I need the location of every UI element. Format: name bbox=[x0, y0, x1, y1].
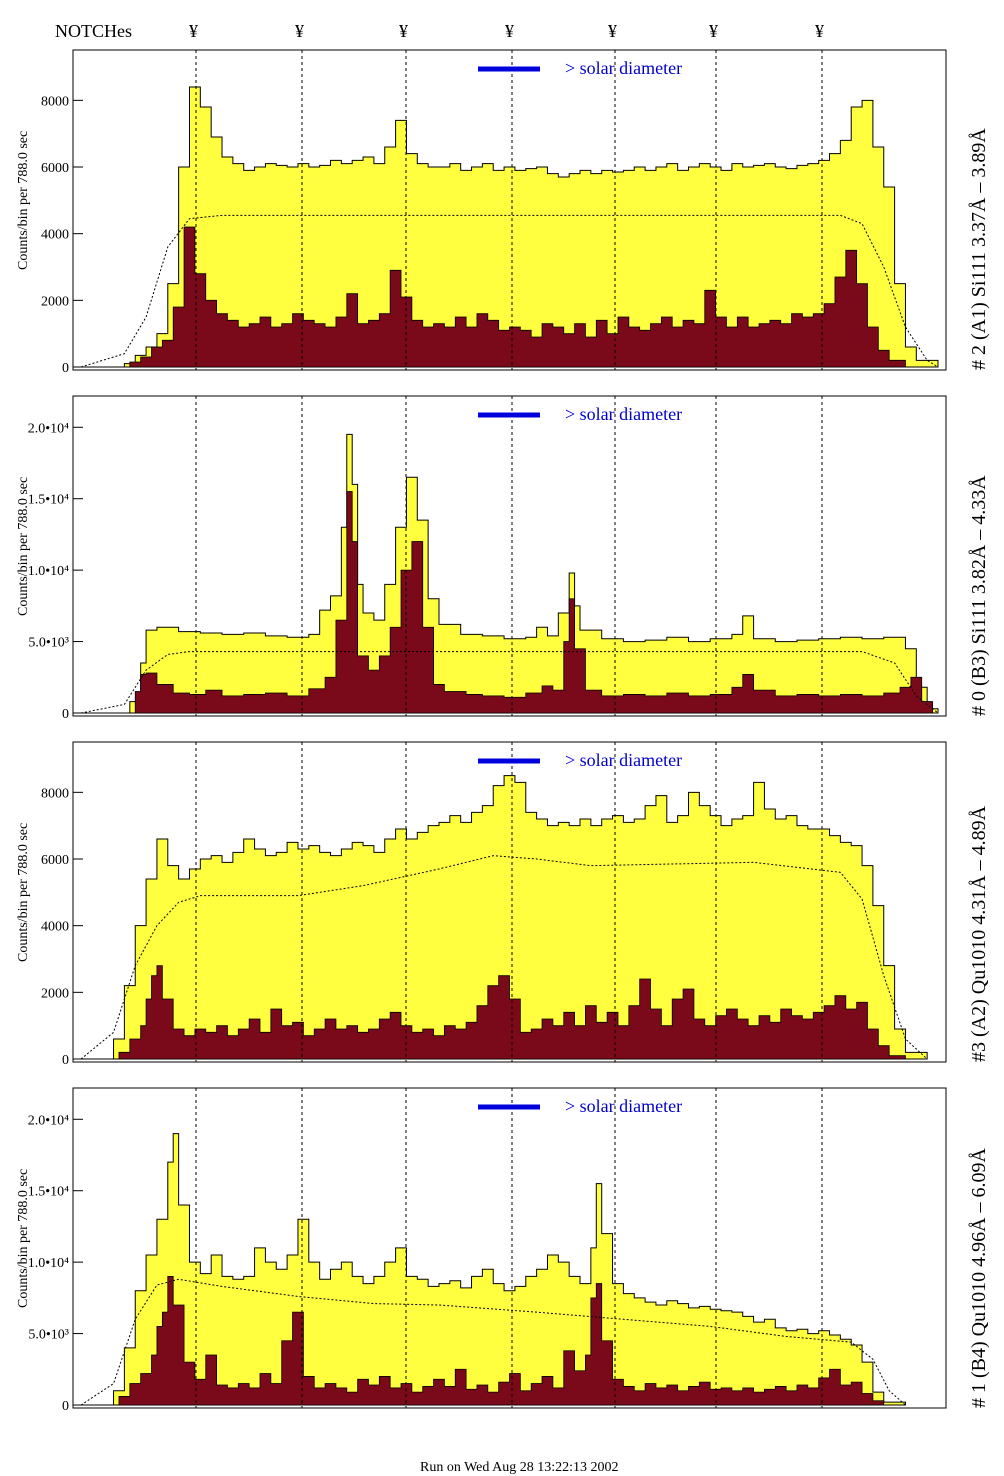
y-tick-label-1: 5.0•10³ bbox=[28, 636, 69, 651]
y-tick-label-3: 6000 bbox=[41, 161, 69, 176]
notch-marker-2: ¥ bbox=[399, 21, 408, 41]
panel-side-title: #3 (A2) Qu1010 4.31Å – 4.89Å bbox=[968, 805, 990, 1062]
notch-marker-6: ¥ bbox=[815, 21, 824, 41]
series-detail-area bbox=[81, 965, 906, 1060]
y-tick-label-2: 1.0•10⁴ bbox=[28, 1256, 69, 1271]
panel-3: 0 5.0•10³ 1.0•10⁴ 1.5•10⁴ 2.0•10⁴ Counts/bin … bbox=[16, 1087, 990, 1414]
expected-curve bbox=[80, 651, 939, 714]
y-tick-label-0: 0 bbox=[62, 1053, 69, 1068]
panel-side-title: # 1 (B4) Qu1010 4.96Å – 6.09Å bbox=[968, 1147, 990, 1408]
y-tick-label-0: 0 bbox=[62, 1399, 69, 1414]
legend-label: > solar diameter bbox=[565, 404, 682, 424]
panel-2: 0 2000 4000 6000 8000 Counts/bin per 788.0 se… bbox=[16, 741, 990, 1068]
series-total-area bbox=[81, 433, 939, 714]
y-axis-label: Counts/bin per 788.0 sec bbox=[16, 1169, 31, 1308]
expected-curve bbox=[80, 855, 928, 1060]
series-total-area bbox=[81, 1133, 906, 1406]
y-tick-label-4: 8000 bbox=[41, 94, 69, 109]
legend-label: > solar diameter bbox=[565, 58, 682, 78]
panel-1: 0 5.0•10³ 1.0•10⁴ 1.5•10⁴ 2.0•10⁴ Counts/bin … bbox=[16, 395, 990, 722]
y-tick-label-0: 0 bbox=[62, 707, 69, 722]
series-total-area bbox=[81, 86, 939, 368]
y-tick-label-4: 2.0•10⁴ bbox=[28, 421, 69, 436]
y-tick-label-2: 4000 bbox=[41, 228, 69, 243]
series-detail-area bbox=[81, 226, 906, 368]
y-axis-label: Counts/bin per 788.0 sec bbox=[16, 823, 31, 962]
y-tick-label-4: 8000 bbox=[41, 786, 69, 801]
panel-side-title: # 0 (B3) Si111 3.82Å – 4.33Å bbox=[968, 475, 990, 716]
notch-marker-5: ¥ bbox=[709, 21, 718, 41]
notch-marker-4: ¥ bbox=[608, 21, 617, 41]
expected-curve bbox=[80, 1278, 906, 1406]
y-tick-label-3: 1.5•10⁴ bbox=[28, 1185, 69, 1200]
run-timestamp: Run on Wed Aug 28 13:22:13 2002 bbox=[420, 1460, 619, 1475]
y-tick-label-3: 6000 bbox=[41, 853, 69, 868]
notch-marker-1: ¥ bbox=[295, 21, 304, 41]
y-tick-label-1: 2000 bbox=[41, 294, 69, 309]
notch-marker-0: ¥ bbox=[189, 21, 198, 41]
chart-panels: 0 2000 4000 6000 8000 Counts/bin per 788.0 se… bbox=[16, 49, 990, 1414]
y-tick-label-2: 4000 bbox=[41, 920, 69, 935]
y-tick-label-2: 1.0•10⁴ bbox=[28, 564, 69, 579]
notch-marker-3: ¥ bbox=[505, 21, 514, 41]
y-tick-label-4: 2.0•10⁴ bbox=[28, 1113, 69, 1128]
notches-label: NOTCHes bbox=[55, 21, 132, 41]
legend-label: > solar diameter bbox=[565, 1096, 682, 1116]
panel-0: 0 2000 4000 6000 8000 Counts/bin per 788.0 se… bbox=[16, 49, 990, 376]
y-axis-label: Counts/bin per 788.0 sec bbox=[16, 477, 31, 616]
series-detail-area bbox=[81, 1276, 885, 1406]
y-tick-label-3: 1.5•10⁴ bbox=[28, 493, 69, 508]
series-detail-area bbox=[81, 491, 933, 714]
y-tick-label-1: 5.0•10³ bbox=[28, 1328, 69, 1343]
legend-label: > solar diameter bbox=[565, 750, 682, 770]
y-tick-label-1: 2000 bbox=[41, 986, 69, 1001]
notch-markers: ¥ ¥ ¥ ¥ ¥ ¥ ¥ bbox=[189, 21, 824, 41]
panel-side-title: # 2 (A1) Si111 3.37Å – 3.89Å bbox=[968, 128, 990, 370]
y-axis-label: Counts/bin per 788.0 sec bbox=[16, 131, 31, 270]
y-tick-label-0: 0 bbox=[62, 361, 69, 376]
expected-curve bbox=[80, 214, 939, 368]
